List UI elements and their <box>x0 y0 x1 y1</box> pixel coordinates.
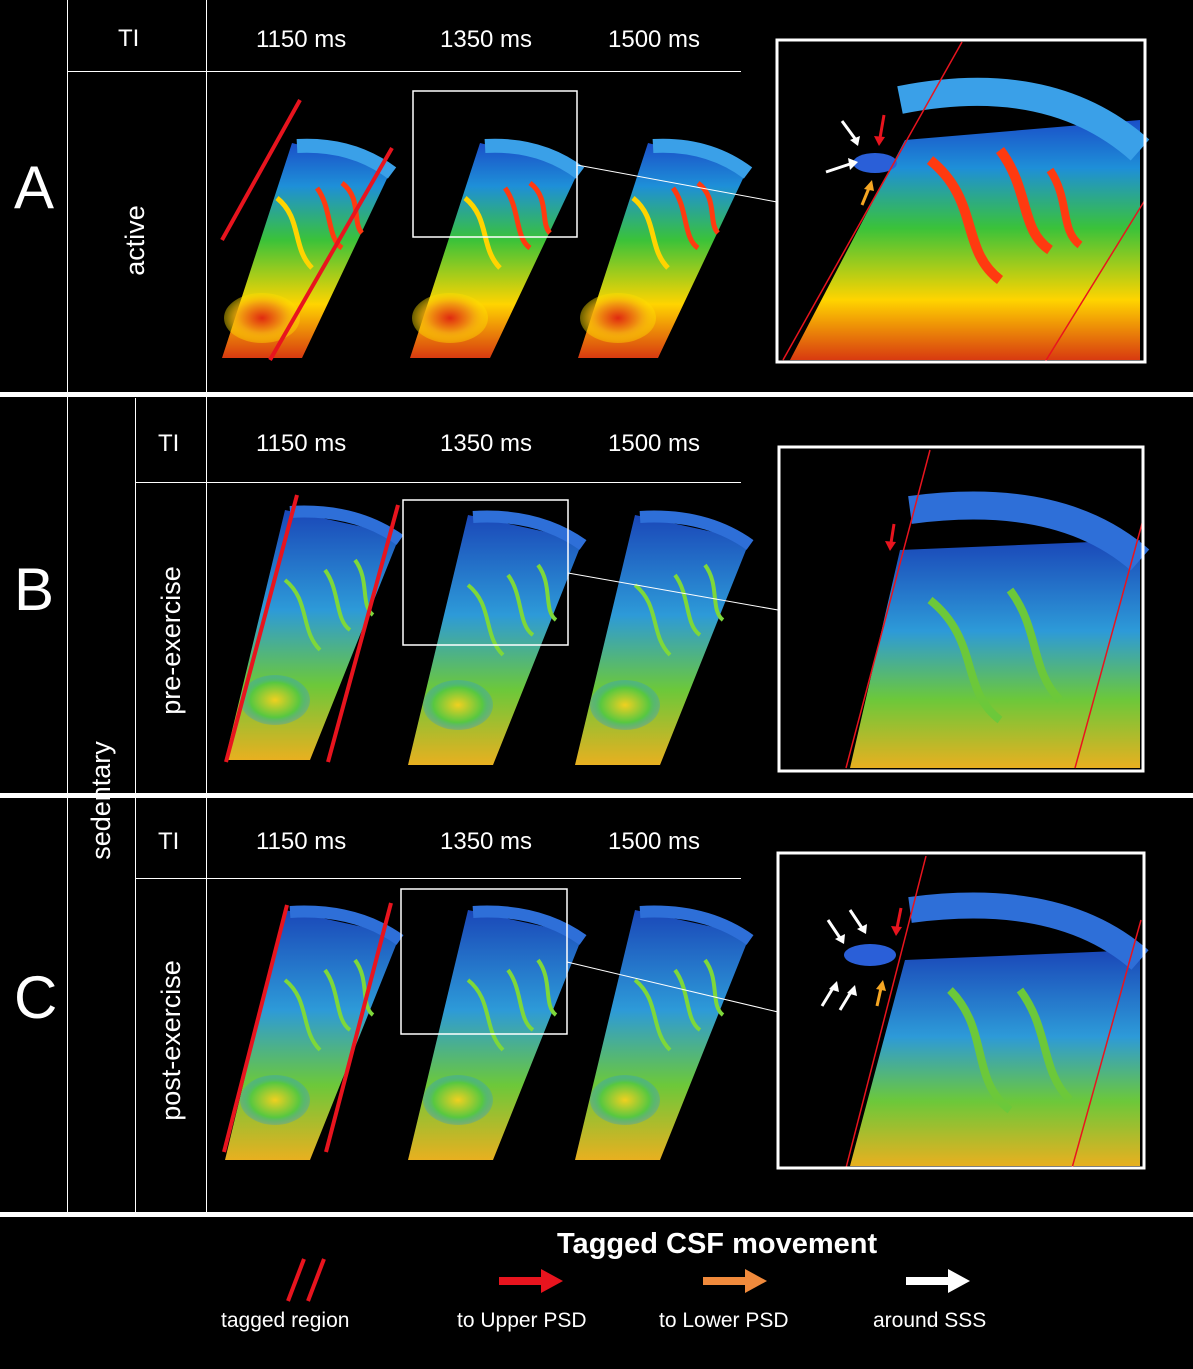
arrow-right-icon-white <box>906 1269 970 1293</box>
time-label-a-1: 1150 ms <box>256 26 347 53</box>
arrow-right-icon-orange <box>703 1269 767 1293</box>
panel-separator-legend <box>0 1212 1193 1217</box>
arrow-right-icon-red <box>499 1269 563 1293</box>
panel-separator-bc <box>0 793 1193 798</box>
panel-letter-c: C <box>14 964 58 1031</box>
panel-letter-b: B <box>14 556 55 623</box>
time-label-a-3: 1500 ms <box>608 26 701 53</box>
legend-title: Tagged CSF movement <box>557 1228 878 1260</box>
legend-label-lower-psd: to Lower PSD <box>659 1309 789 1332</box>
label-column-divider <box>206 0 207 1217</box>
sedentary-column-divider <box>135 398 136 1217</box>
mri-images-layer <box>0 38 1150 1170</box>
double-slash-icon <box>286 1258 326 1302</box>
ti-label-c: TI <box>158 828 180 855</box>
time-label-c-2: 1350 ms <box>440 828 533 855</box>
left-column-divider <box>67 0 68 1217</box>
legend-label-upper-psd: to Upper PSD <box>457 1309 587 1332</box>
time-label-a-2: 1350 ms <box>440 26 533 53</box>
time-label-b-1: 1150 ms <box>256 430 347 457</box>
header-divider-a <box>67 71 741 72</box>
ti-label-b: TI <box>158 430 180 457</box>
ti-label-a: TI <box>118 25 140 52</box>
time-label-b-3: 1500 ms <box>608 430 701 457</box>
legend-label-around-sss: around SSS <box>873 1309 987 1332</box>
panel-letter-a: A <box>14 154 55 221</box>
time-label-c-3: 1500 ms <box>608 828 701 855</box>
header-divider-c <box>135 878 741 879</box>
panel-separator-ab <box>0 392 1193 397</box>
header-divider-b <box>135 482 741 483</box>
time-label-c-1: 1150 ms <box>256 828 347 855</box>
legend-label-tagged-region: tagged region <box>221 1309 350 1332</box>
time-label-b-2: 1350 ms <box>440 430 533 457</box>
